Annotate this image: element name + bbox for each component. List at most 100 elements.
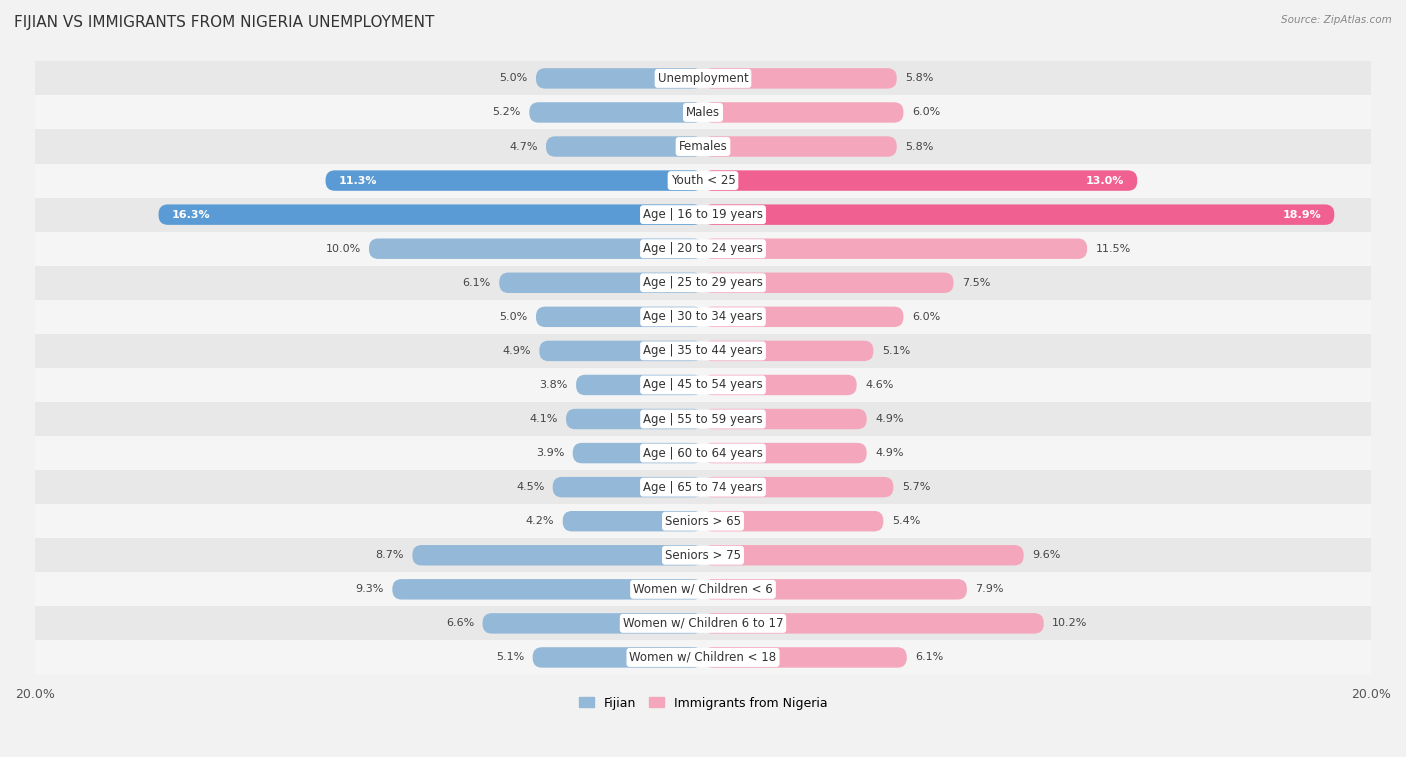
- Text: 4.6%: 4.6%: [865, 380, 893, 390]
- Text: 3.9%: 3.9%: [536, 448, 564, 458]
- Text: 9.6%: 9.6%: [1032, 550, 1060, 560]
- FancyBboxPatch shape: [159, 204, 703, 225]
- Bar: [35, 640, 1371, 674]
- Bar: [35, 436, 1371, 470]
- Bar: [35, 606, 1371, 640]
- FancyBboxPatch shape: [533, 647, 703, 668]
- Text: 9.3%: 9.3%: [356, 584, 384, 594]
- FancyBboxPatch shape: [546, 136, 703, 157]
- Legend: Fijian, Immigrants from Nigeria: Fijian, Immigrants from Nigeria: [574, 692, 832, 715]
- Text: 4.9%: 4.9%: [875, 448, 904, 458]
- Bar: [35, 129, 1371, 164]
- Text: FIJIAN VS IMMIGRANTS FROM NIGERIA UNEMPLOYMENT: FIJIAN VS IMMIGRANTS FROM NIGERIA UNEMPL…: [14, 15, 434, 30]
- FancyBboxPatch shape: [703, 102, 904, 123]
- Text: 18.9%: 18.9%: [1282, 210, 1322, 220]
- Bar: [35, 334, 1371, 368]
- Text: Seniors > 65: Seniors > 65: [665, 515, 741, 528]
- Bar: [35, 164, 1371, 198]
- Text: Age | 30 to 34 years: Age | 30 to 34 years: [643, 310, 763, 323]
- Text: Age | 55 to 59 years: Age | 55 to 59 years: [643, 413, 763, 425]
- Text: 11.3%: 11.3%: [339, 176, 377, 185]
- FancyBboxPatch shape: [392, 579, 703, 600]
- Text: 11.5%: 11.5%: [1095, 244, 1130, 254]
- Text: 6.1%: 6.1%: [463, 278, 491, 288]
- Text: 16.3%: 16.3%: [172, 210, 211, 220]
- Text: Age | 65 to 74 years: Age | 65 to 74 years: [643, 481, 763, 494]
- Text: 5.1%: 5.1%: [496, 653, 524, 662]
- FancyBboxPatch shape: [703, 647, 907, 668]
- Bar: [35, 232, 1371, 266]
- Text: Age | 16 to 19 years: Age | 16 to 19 years: [643, 208, 763, 221]
- Text: 3.8%: 3.8%: [540, 380, 568, 390]
- Text: Source: ZipAtlas.com: Source: ZipAtlas.com: [1281, 15, 1392, 25]
- Text: 7.9%: 7.9%: [976, 584, 1004, 594]
- FancyBboxPatch shape: [703, 170, 1137, 191]
- FancyBboxPatch shape: [703, 238, 1087, 259]
- FancyBboxPatch shape: [482, 613, 703, 634]
- Text: Seniors > 75: Seniors > 75: [665, 549, 741, 562]
- Text: 5.7%: 5.7%: [901, 482, 931, 492]
- Bar: [35, 504, 1371, 538]
- FancyBboxPatch shape: [703, 375, 856, 395]
- Bar: [35, 95, 1371, 129]
- Text: 13.0%: 13.0%: [1085, 176, 1123, 185]
- Bar: [35, 198, 1371, 232]
- FancyBboxPatch shape: [703, 307, 904, 327]
- Text: 5.2%: 5.2%: [492, 107, 522, 117]
- Text: Women w/ Children < 18: Women w/ Children < 18: [630, 651, 776, 664]
- Text: Women w/ Children 6 to 17: Women w/ Children 6 to 17: [623, 617, 783, 630]
- FancyBboxPatch shape: [412, 545, 703, 565]
- FancyBboxPatch shape: [703, 273, 953, 293]
- Bar: [35, 538, 1371, 572]
- Text: 4.7%: 4.7%: [509, 142, 537, 151]
- FancyBboxPatch shape: [576, 375, 703, 395]
- Bar: [35, 402, 1371, 436]
- Text: 10.0%: 10.0%: [325, 244, 360, 254]
- FancyBboxPatch shape: [703, 511, 883, 531]
- Text: 10.2%: 10.2%: [1052, 618, 1087, 628]
- Text: Age | 35 to 44 years: Age | 35 to 44 years: [643, 344, 763, 357]
- FancyBboxPatch shape: [703, 68, 897, 89]
- Text: Males: Males: [686, 106, 720, 119]
- Text: Females: Females: [679, 140, 727, 153]
- Text: Age | 25 to 29 years: Age | 25 to 29 years: [643, 276, 763, 289]
- Text: 6.0%: 6.0%: [911, 312, 941, 322]
- FancyBboxPatch shape: [368, 238, 703, 259]
- FancyBboxPatch shape: [499, 273, 703, 293]
- Text: Age | 45 to 54 years: Age | 45 to 54 years: [643, 378, 763, 391]
- FancyBboxPatch shape: [536, 307, 703, 327]
- FancyBboxPatch shape: [572, 443, 703, 463]
- Text: 5.0%: 5.0%: [499, 312, 527, 322]
- FancyBboxPatch shape: [536, 68, 703, 89]
- FancyBboxPatch shape: [703, 545, 1024, 565]
- Text: 4.1%: 4.1%: [529, 414, 558, 424]
- Text: 5.0%: 5.0%: [499, 73, 527, 83]
- FancyBboxPatch shape: [703, 409, 866, 429]
- Text: 4.9%: 4.9%: [875, 414, 904, 424]
- Bar: [35, 572, 1371, 606]
- FancyBboxPatch shape: [703, 613, 1043, 634]
- FancyBboxPatch shape: [326, 170, 703, 191]
- Text: 5.8%: 5.8%: [905, 142, 934, 151]
- Text: 6.6%: 6.6%: [446, 618, 474, 628]
- FancyBboxPatch shape: [703, 341, 873, 361]
- Bar: [35, 368, 1371, 402]
- Text: 7.5%: 7.5%: [962, 278, 990, 288]
- FancyBboxPatch shape: [703, 579, 967, 600]
- Text: 4.9%: 4.9%: [502, 346, 531, 356]
- Text: Youth < 25: Youth < 25: [671, 174, 735, 187]
- Bar: [35, 300, 1371, 334]
- Text: 6.0%: 6.0%: [911, 107, 941, 117]
- Text: Age | 60 to 64 years: Age | 60 to 64 years: [643, 447, 763, 459]
- FancyBboxPatch shape: [562, 511, 703, 531]
- Text: Women w/ Children < 6: Women w/ Children < 6: [633, 583, 773, 596]
- Text: Unemployment: Unemployment: [658, 72, 748, 85]
- FancyBboxPatch shape: [703, 477, 893, 497]
- Bar: [35, 266, 1371, 300]
- Bar: [35, 470, 1371, 504]
- FancyBboxPatch shape: [529, 102, 703, 123]
- Text: Age | 20 to 24 years: Age | 20 to 24 years: [643, 242, 763, 255]
- FancyBboxPatch shape: [703, 443, 866, 463]
- Text: 6.1%: 6.1%: [915, 653, 943, 662]
- FancyBboxPatch shape: [567, 409, 703, 429]
